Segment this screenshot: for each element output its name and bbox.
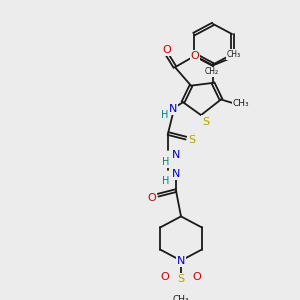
Text: CH₃: CH₃ [233, 99, 249, 108]
Text: N: N [169, 104, 177, 114]
Text: CH₃: CH₃ [173, 295, 189, 300]
Text: N: N [177, 256, 185, 266]
Text: O: O [193, 272, 201, 282]
Text: H: H [162, 176, 170, 186]
Text: S: S [202, 116, 210, 127]
Text: CH₃: CH₃ [227, 50, 241, 59]
Text: O: O [148, 193, 156, 203]
Text: S: S [188, 135, 196, 145]
Text: CH₂: CH₂ [205, 67, 219, 76]
Text: N: N [172, 169, 180, 179]
Text: S: S [177, 274, 184, 284]
Text: O: O [190, 51, 200, 61]
Text: H: H [162, 157, 170, 167]
Text: N: N [172, 150, 180, 160]
Text: O: O [163, 45, 171, 55]
Text: H: H [161, 110, 169, 120]
Text: O: O [160, 272, 169, 282]
